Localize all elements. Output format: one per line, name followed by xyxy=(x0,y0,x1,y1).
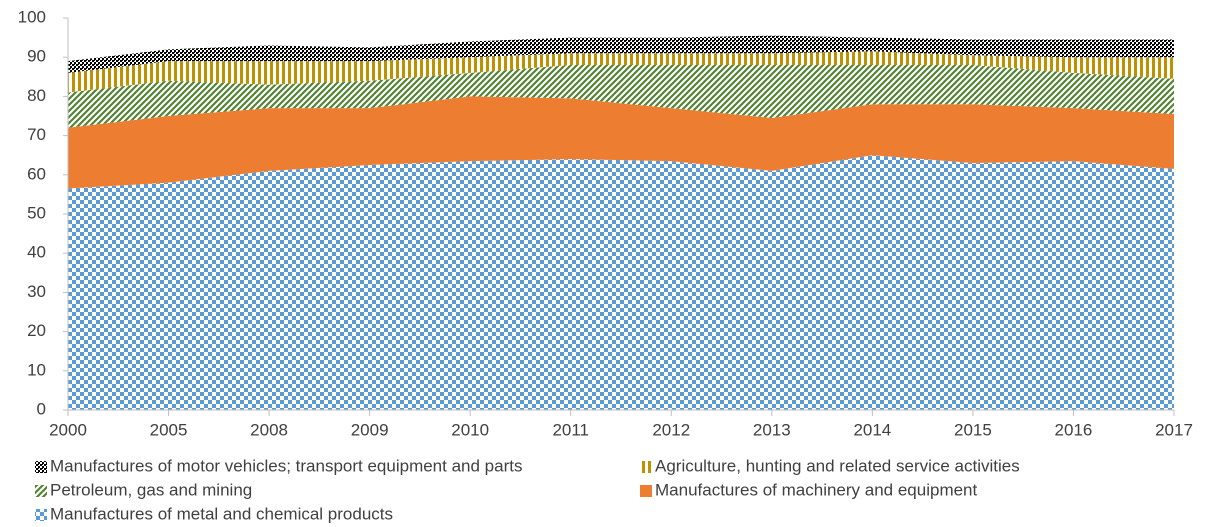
legend-label: Manufactures of metal and chemical produ… xyxy=(50,504,393,523)
area xyxy=(68,155,1174,410)
legend-label: Manufactures of machinery and equipment xyxy=(655,480,978,499)
area xyxy=(68,51,1174,93)
y-tick-label: 0 xyxy=(37,399,46,418)
y-tick-label: 30 xyxy=(27,282,46,301)
legend-label: Manufactures of motor vehicles; transpor… xyxy=(50,456,522,475)
x-tick-label: 2009 xyxy=(351,420,389,439)
legend-label: Agriculture, hunting and related service… xyxy=(655,456,1020,475)
legend-label: Petroleum, gas and mining xyxy=(50,480,252,499)
y-tick-label: 100 xyxy=(18,7,46,26)
x-tick-label: 2017 xyxy=(1155,420,1193,439)
x-tick-label: 2012 xyxy=(652,420,690,439)
area xyxy=(68,65,1174,128)
y-tick-label: 80 xyxy=(27,86,46,105)
y-tick-label: 50 xyxy=(27,203,46,222)
x-tick-label: 2011 xyxy=(552,420,589,439)
y-tick-label: 70 xyxy=(27,125,46,144)
x-tick-label: 2014 xyxy=(853,420,891,439)
y-tick-label: 20 xyxy=(27,321,46,340)
legend-swatch xyxy=(35,485,47,497)
x-tick-label: 2010 xyxy=(451,420,489,439)
legend-swatch xyxy=(35,509,47,521)
x-tick-label: 2005 xyxy=(150,420,188,439)
y-tick-label: 60 xyxy=(27,164,46,183)
x-tick-label: 2015 xyxy=(954,420,992,439)
legend-swatch xyxy=(640,485,652,497)
y-tick-label: 40 xyxy=(27,243,46,262)
x-tick-label: 2008 xyxy=(250,420,288,439)
x-tick-label: 2013 xyxy=(753,420,791,439)
area xyxy=(68,96,1174,189)
x-tick-label: 2000 xyxy=(49,420,87,439)
y-tick-label: 90 xyxy=(27,47,46,66)
x-tick-label: 2016 xyxy=(1055,420,1093,439)
area xyxy=(68,35,1174,73)
y-tick-label: 10 xyxy=(27,360,46,379)
legend-swatch xyxy=(640,461,652,473)
legend-swatch xyxy=(35,461,47,473)
